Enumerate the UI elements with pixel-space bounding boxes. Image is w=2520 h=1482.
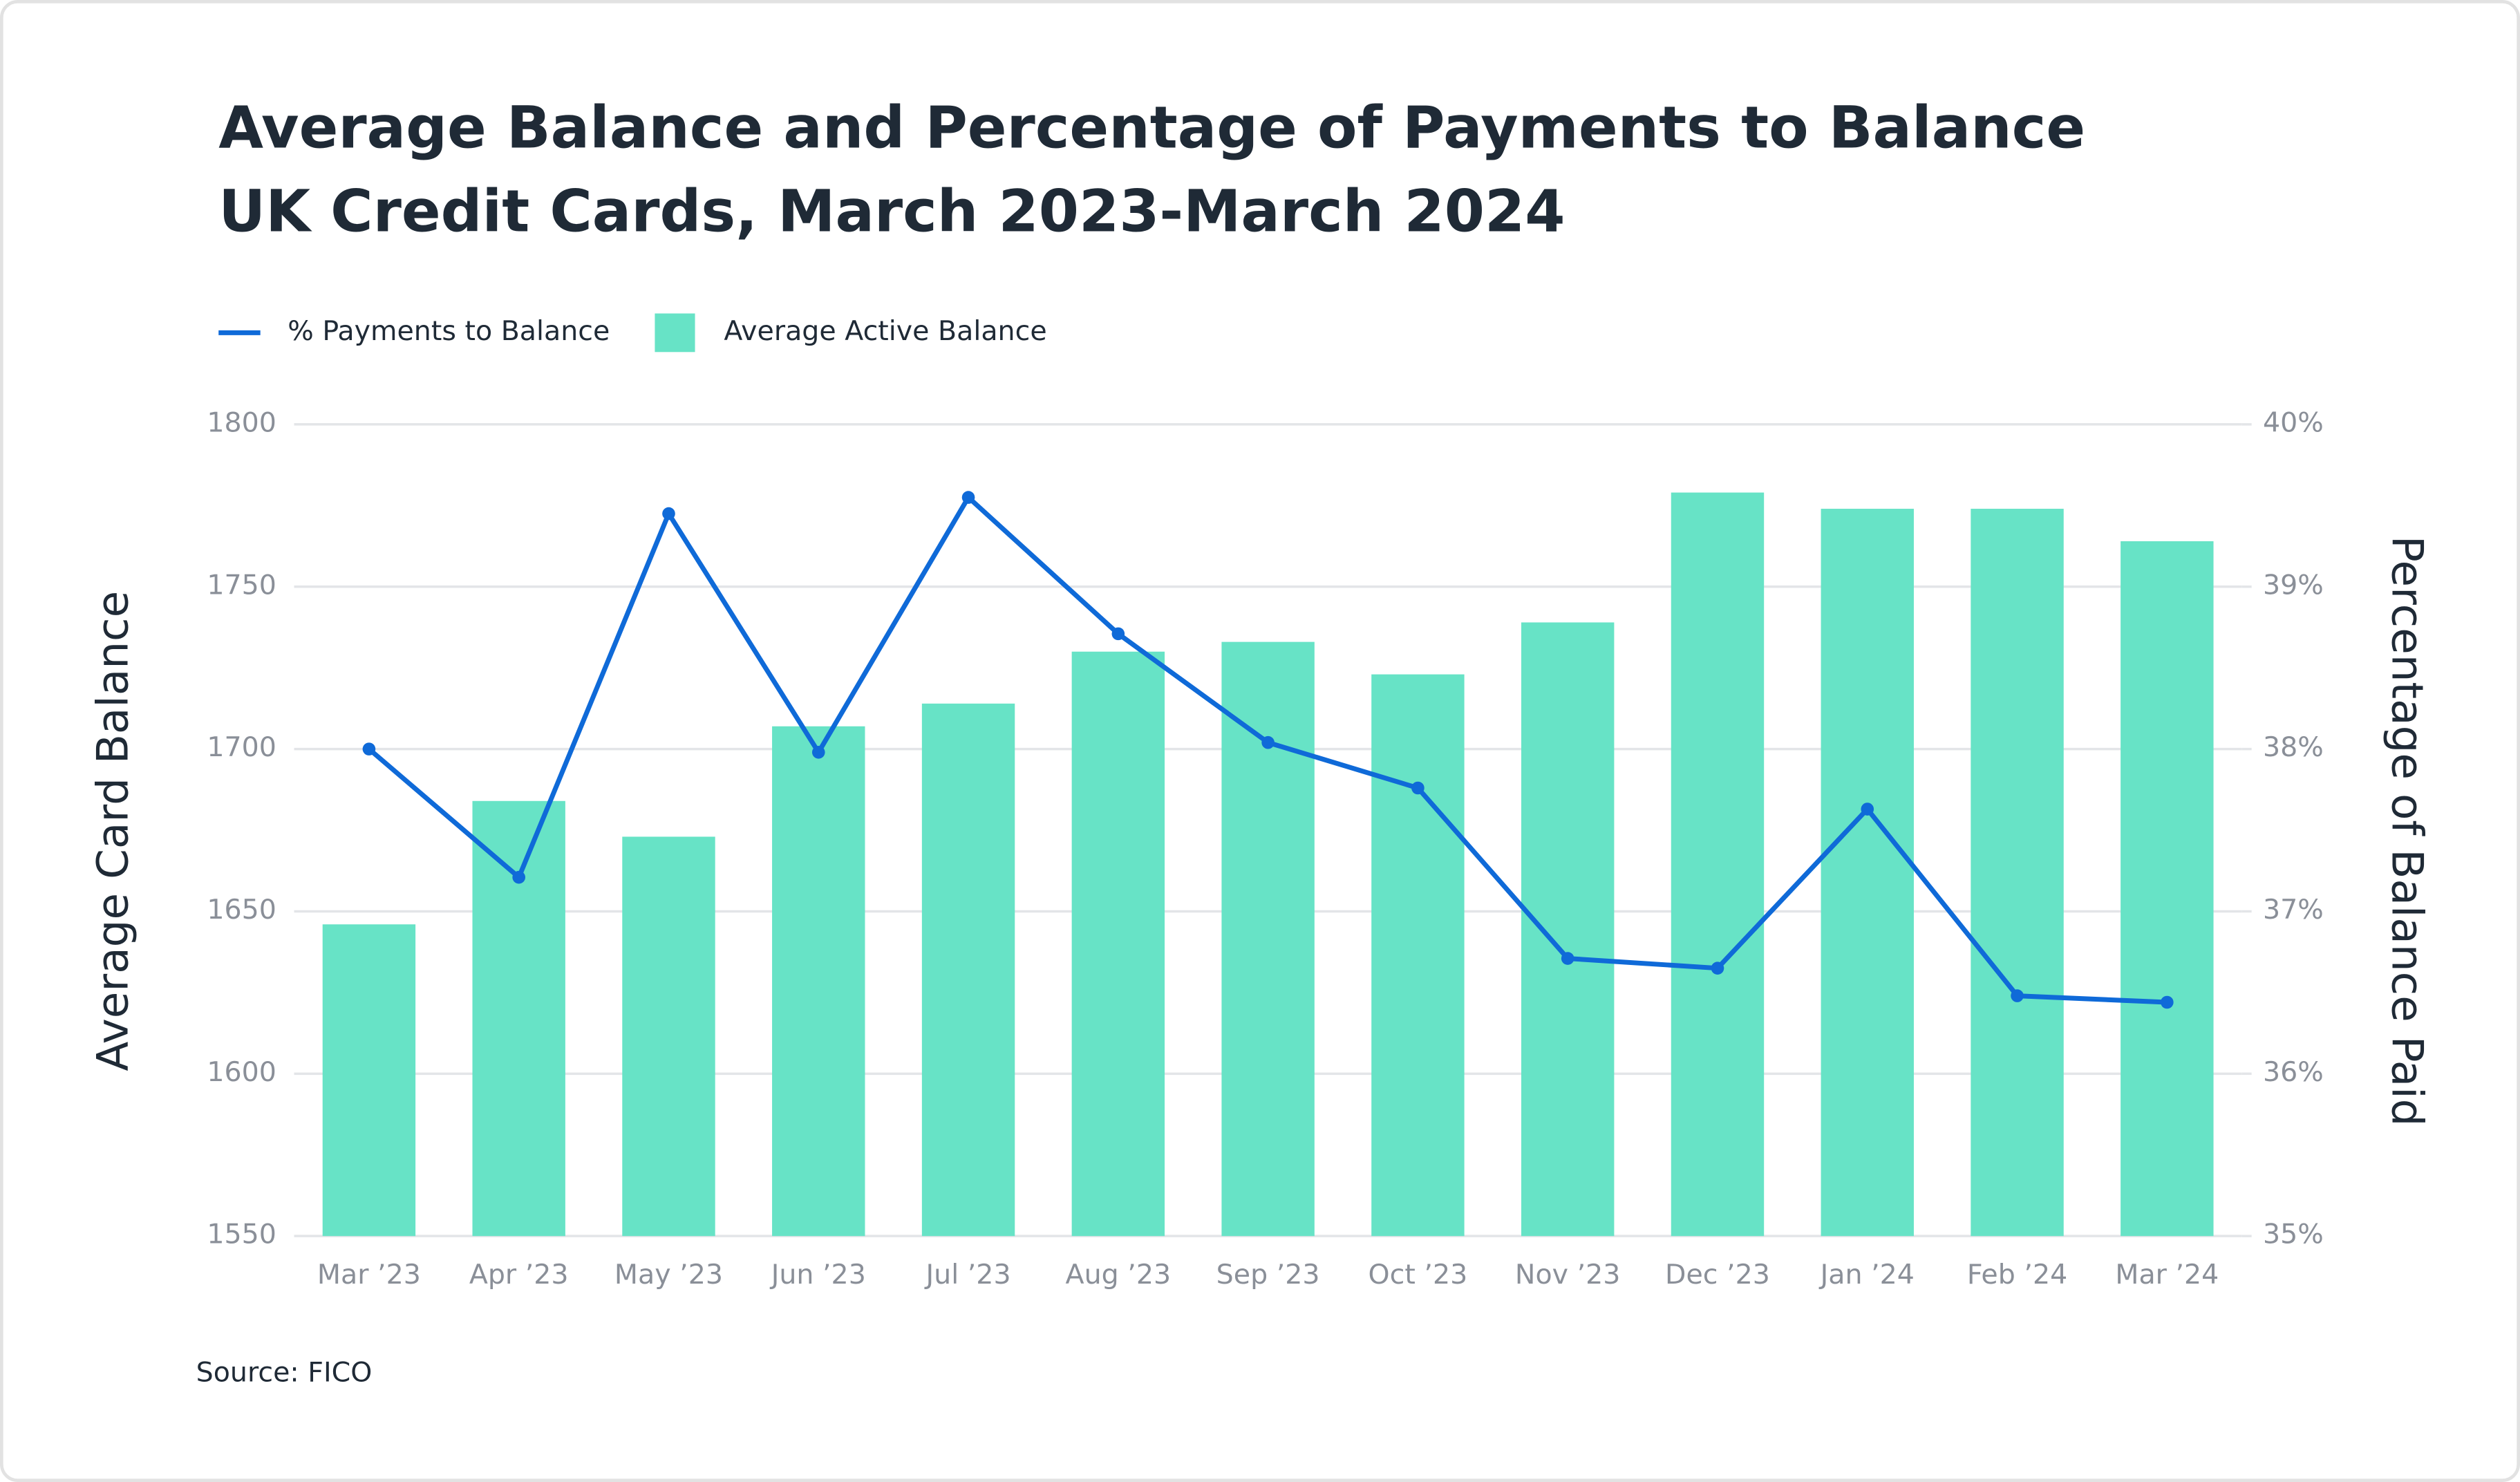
y-tick-label: 1800 [207,406,276,438]
x-tick-label: Jun ’23 [769,1259,866,1291]
line-point [1561,952,1574,965]
bar [1371,674,1465,1237]
x-tick-label: Feb ’24 [1967,1259,2067,1291]
line-point [1111,627,1125,641]
line-point [961,491,975,504]
y2-tick-label: 38% [2263,731,2324,763]
bar [921,703,1015,1237]
x-tick-label: Mar ’23 [317,1259,421,1291]
x-tick-label: Oct ’23 [1369,1259,1468,1291]
bar [322,924,416,1237]
line-point [1711,962,1724,975]
bar [1671,492,1765,1237]
x-tick-label: Apr ’23 [469,1259,569,1291]
bar [1821,509,1914,1237]
line-point [1261,735,1275,749]
bar [1221,641,1315,1237]
y2-tick-label: 37% [2263,894,2324,926]
y2-tick-label: 35% [2263,1219,2324,1250]
chart-title: Average Balance and Percentage of Paymen… [218,94,2085,162]
y-axis-title: Average Card Balance [87,591,138,1071]
line-point [1411,781,1424,795]
y-tick-label: 1700 [207,731,276,763]
source-note: Source: FICO [196,1357,373,1389]
legend-swatch [655,313,695,353]
line-point [1861,803,1874,816]
line-point [2161,995,2174,1009]
y-tick-label: 1750 [207,569,276,601]
legend-label: Average Active Balance [724,315,1046,347]
legend-label: % Payments to Balance [288,315,610,347]
x-tick-label: Dec ’23 [1665,1259,1770,1291]
bar [1521,622,1615,1237]
x-tick-label: Sep ’23 [1216,1259,1320,1291]
line-point [811,746,825,759]
line-point [512,870,526,884]
line-point [662,507,675,520]
y2-axis-title: Percentage of Balance Paid [2382,536,2432,1127]
bar [1971,509,2064,1237]
line-point [362,742,376,756]
y-tick-label: 1600 [207,1056,276,1088]
y2-tick-label: 39% [2263,569,2324,601]
x-tick-label: Jul ’23 [924,1259,1011,1291]
y2-tick-label: 36% [2263,1056,2324,1088]
x-tick-label: Aug ’23 [1066,1259,1172,1291]
x-tick-label: Nov ’23 [1515,1259,1621,1291]
bar [472,800,565,1237]
bar [772,726,865,1237]
x-tick-label: Mar ’24 [2115,1259,2219,1291]
y-tick-label: 1650 [207,894,276,926]
bar [1071,651,1165,1237]
bar [2121,541,2214,1237]
y2-tick-label: 40% [2263,406,2324,438]
bar [622,836,715,1237]
x-tick-label: May ’23 [614,1259,723,1291]
line-point [2011,989,2024,1002]
y-tick-label: 1550 [207,1219,276,1250]
x-tick-label: Jan ’24 [1818,1259,1915,1291]
chart-subtitle: UK Credit Cards, March 2023-March 2024 [218,178,1565,245]
